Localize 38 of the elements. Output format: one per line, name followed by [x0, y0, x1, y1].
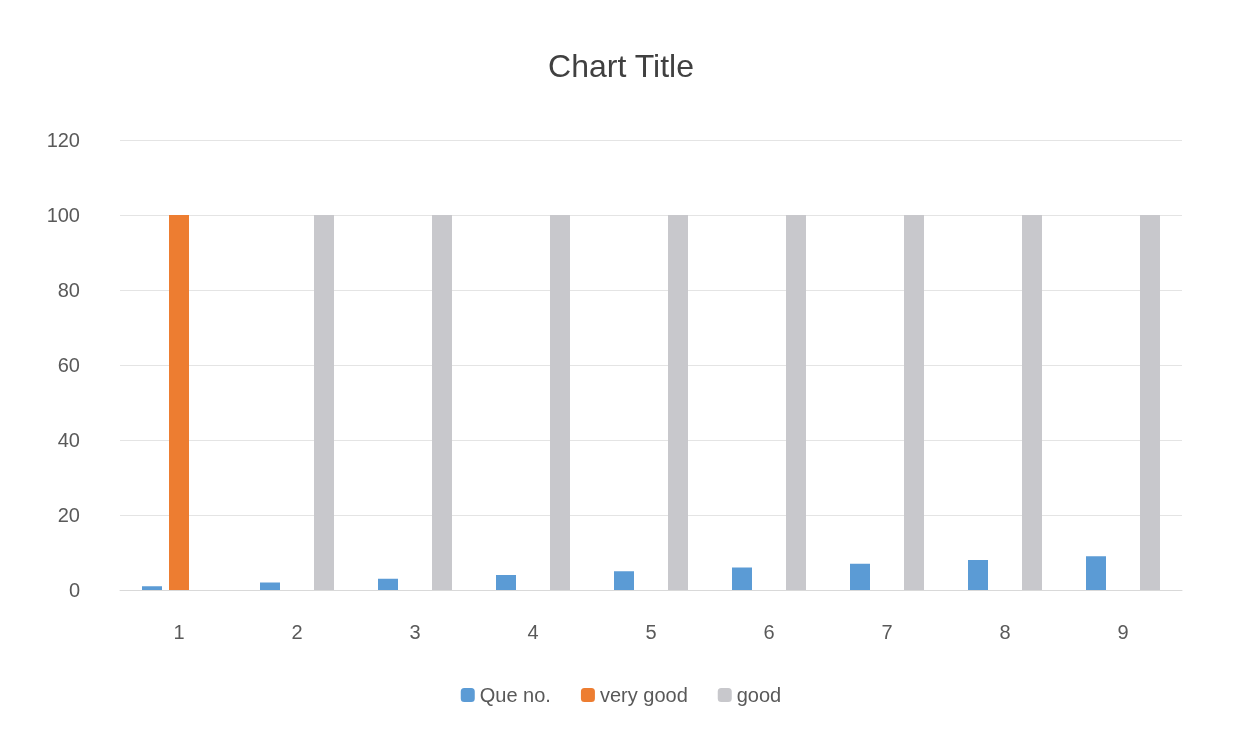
- bar: [142, 586, 162, 590]
- x-tick-label: 5: [645, 621, 657, 643]
- legend-label: Que no.: [479, 684, 551, 706]
- bar: [1140, 215, 1160, 590]
- x-tick-label: 7: [881, 621, 893, 643]
- y-tick-label: 100: [46, 204, 80, 226]
- y-tick-label: 0: [68, 579, 80, 601]
- x-tick-label: 6: [763, 621, 775, 643]
- x-tick-label: 1: [173, 621, 185, 643]
- y-tick-label: 60: [57, 354, 80, 376]
- chart-title: Chart Title: [548, 48, 694, 84]
- y-tick-label: 120: [46, 129, 80, 151]
- bar: [614, 571, 634, 590]
- bar: [1086, 556, 1106, 590]
- bar: [732, 567, 752, 590]
- bar: [968, 560, 988, 590]
- x-tick-label: 9: [1117, 621, 1129, 643]
- bar: [786, 215, 806, 590]
- bar: [668, 215, 688, 590]
- bar: [1022, 215, 1042, 590]
- bar: [314, 215, 334, 590]
- bar: [550, 215, 570, 590]
- x-tick-label: 3: [409, 621, 421, 643]
- x-tick-label: 2: [291, 621, 303, 643]
- y-tick-label: 20: [57, 504, 80, 526]
- bar: [260, 582, 280, 590]
- bar: [169, 215, 189, 590]
- bar: [496, 575, 516, 590]
- legend-label: very good: [599, 684, 688, 706]
- x-tick-label: 4: [527, 621, 539, 643]
- legend-label: good: [736, 684, 782, 706]
- bar: [850, 563, 870, 590]
- bar: [378, 578, 398, 590]
- y-tick-label: 80: [57, 279, 80, 301]
- bar: [432, 215, 452, 590]
- bar: [904, 215, 924, 590]
- y-tick-label: 40: [57, 429, 80, 451]
- x-tick-label: 8: [999, 621, 1011, 643]
